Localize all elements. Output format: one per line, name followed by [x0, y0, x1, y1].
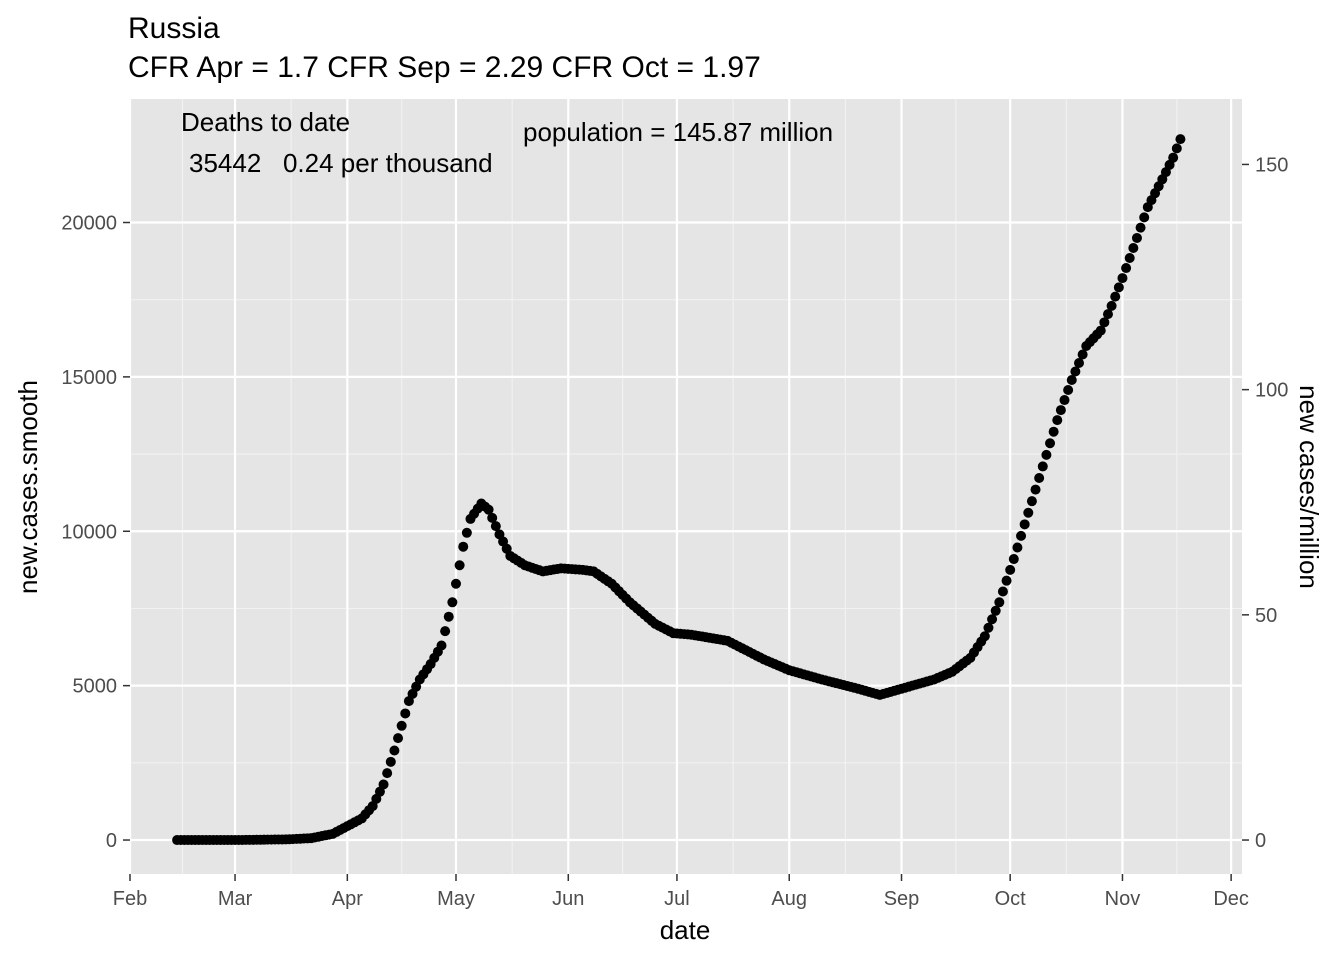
data-point [1171, 143, 1182, 154]
y-axis-title: new.cases.smooth [13, 380, 43, 594]
x-tick-label: Jul [664, 888, 690, 910]
data-point [461, 527, 472, 538]
x-tick-label: Sep [884, 888, 920, 910]
plot-panel [130, 99, 1242, 874]
data-point [447, 597, 458, 608]
data-point [1030, 484, 1041, 495]
y-tick-label: 0 [106, 830, 117, 852]
y2-axis-title: new cases/million [1294, 385, 1324, 589]
data-point [1019, 519, 1030, 530]
y-tick-label: 20000 [61, 213, 117, 235]
data-point [1099, 317, 1110, 328]
y-tick-label: 10000 [61, 521, 117, 543]
x-axis-title: date [660, 915, 711, 945]
y-axis-left: 0 5000 10000 15000 20000 [61, 213, 130, 852]
data-point [994, 597, 1005, 608]
y2-tick-label: 100 [1255, 380, 1288, 402]
data-point [1066, 374, 1077, 385]
y2-tick-label: 0 [1255, 830, 1266, 852]
data-point [483, 504, 494, 515]
data-point [1008, 554, 1019, 565]
data-point [393, 733, 404, 744]
minor-gridlines [130, 99, 1242, 874]
data-point [436, 640, 447, 651]
data-point [454, 560, 465, 571]
data-point [1041, 449, 1052, 460]
data-point [1175, 134, 1186, 145]
deaths-heading: Deaths to date [181, 107, 350, 137]
y-tick-label: 5000 [73, 676, 118, 698]
data-point [458, 541, 469, 552]
data-point [450, 578, 461, 589]
chart-title: Russia [128, 12, 220, 45]
data-point [1005, 564, 1016, 575]
data-point [1121, 263, 1132, 274]
data-point [1124, 253, 1135, 264]
data-point [1045, 438, 1056, 449]
data-point [378, 779, 389, 790]
data-point [382, 768, 393, 779]
data-point [1106, 300, 1117, 311]
y2-tick-label: 50 [1255, 605, 1277, 627]
deaths-value: 35442 0.24 per thousand [189, 148, 493, 178]
data-point [1059, 395, 1070, 406]
population-label: population = 145.87 million [523, 117, 833, 147]
data-point [1117, 273, 1128, 284]
x-axis: Feb Mar Apr May Jun Jul Aug Sep Oct Nov Dec [113, 874, 1249, 910]
data-point [990, 605, 1001, 616]
data-point [1023, 507, 1034, 518]
data-point [443, 611, 454, 622]
x-tick-label: Nov [1105, 888, 1141, 910]
data-point [1128, 242, 1139, 253]
y2-tick-label: 150 [1255, 154, 1288, 176]
data-point [487, 512, 498, 523]
x-tick-label: Dec [1213, 888, 1249, 910]
data-point [1139, 212, 1150, 223]
major-gridlines [128, 99, 1242, 874]
data-point [1063, 385, 1074, 396]
data-point [1070, 366, 1081, 377]
data-point [1077, 349, 1088, 360]
x-tick-label: Jun [552, 888, 584, 910]
data-point [1037, 461, 1048, 472]
data-point [1034, 473, 1045, 484]
data-point [997, 586, 1008, 597]
data-point [1055, 405, 1066, 416]
data-point [1131, 232, 1142, 243]
data-point [1012, 542, 1023, 553]
data-point [1026, 496, 1037, 507]
x-tick-label: May [437, 888, 475, 910]
data-point [1095, 325, 1106, 336]
data-point [1102, 309, 1113, 320]
x-tick-label: Oct [995, 888, 1027, 910]
data-point [440, 626, 451, 637]
x-tick-label: Aug [771, 888, 807, 910]
data-point [1001, 575, 1012, 586]
data-point [983, 622, 994, 633]
data-point [1048, 426, 1059, 437]
data-point [1135, 222, 1146, 233]
x-tick-label: Feb [113, 888, 147, 910]
data-point [396, 720, 407, 731]
data-point [987, 614, 998, 625]
data-point [385, 756, 396, 767]
data-point [1110, 291, 1121, 302]
data-point [490, 521, 501, 532]
data-point [1016, 530, 1027, 541]
data-point [1168, 152, 1179, 163]
data-point [1113, 282, 1124, 293]
x-tick-label: Apr [332, 888, 363, 910]
chart-subtitle: CFR Apr = 1.7 CFR Sep = 2.29 CFR Oct = 1… [128, 51, 761, 84]
data-point [1074, 357, 1084, 368]
data-point [389, 745, 400, 756]
y-axis-right: 0 50 100 150 [1242, 154, 1288, 852]
data-points [172, 134, 1186, 846]
y-tick-label: 15000 [61, 367, 117, 389]
data-point [1052, 415, 1063, 426]
x-tick-label: Mar [218, 888, 253, 910]
data-point [979, 631, 990, 642]
data-point [400, 708, 411, 719]
